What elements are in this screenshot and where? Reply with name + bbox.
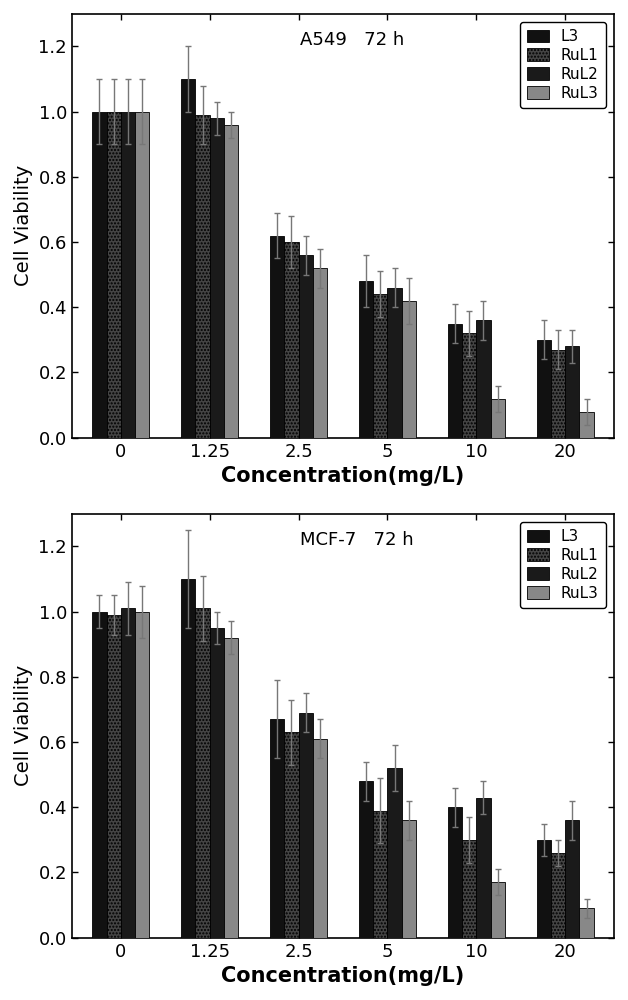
Bar	[224, 125, 238, 438]
Bar	[490, 882, 505, 938]
Bar	[181, 79, 195, 438]
Bar	[270, 719, 284, 938]
Bar	[313, 739, 327, 938]
Bar	[359, 781, 373, 938]
Bar	[551, 350, 565, 438]
Bar	[580, 412, 593, 438]
Bar	[210, 628, 224, 938]
Bar	[135, 112, 149, 438]
Bar	[477, 798, 490, 938]
Bar	[181, 579, 195, 938]
Bar	[580, 908, 593, 938]
Bar	[537, 840, 551, 938]
Bar	[195, 115, 210, 438]
Bar	[121, 112, 135, 438]
Bar	[387, 288, 402, 438]
Bar	[537, 340, 551, 438]
X-axis label: Concentration(mg/L): Concentration(mg/L)	[222, 466, 465, 486]
Bar	[284, 732, 298, 938]
Bar	[373, 811, 387, 938]
Bar	[490, 399, 505, 438]
Bar	[210, 118, 224, 438]
Bar	[107, 112, 121, 438]
Legend: L3, RuL1, RuL2, RuL3: L3, RuL1, RuL2, RuL3	[520, 22, 607, 108]
Bar	[313, 268, 327, 438]
Bar	[224, 638, 238, 938]
Bar	[462, 333, 477, 438]
Bar	[402, 820, 416, 938]
Bar	[284, 242, 298, 438]
Bar	[92, 112, 107, 438]
Bar	[298, 255, 313, 438]
Bar	[92, 612, 107, 938]
X-axis label: Concentration(mg/L): Concentration(mg/L)	[222, 966, 465, 986]
Bar	[565, 346, 580, 438]
Bar	[298, 713, 313, 938]
Bar	[448, 324, 462, 438]
Bar	[135, 612, 149, 938]
Text: MCF-7   72 h: MCF-7 72 h	[300, 531, 413, 549]
Y-axis label: Cell Viability: Cell Viability	[14, 165, 33, 286]
Bar	[359, 281, 373, 438]
Bar	[387, 768, 402, 938]
Bar	[270, 236, 284, 438]
Bar	[477, 320, 490, 438]
Bar	[565, 820, 580, 938]
Y-axis label: Cell Viability: Cell Viability	[14, 665, 33, 786]
Bar	[402, 301, 416, 438]
Bar	[551, 853, 565, 938]
Bar	[107, 615, 121, 938]
Text: A549   72 h: A549 72 h	[300, 31, 404, 49]
Bar	[462, 840, 477, 938]
Bar	[373, 294, 387, 438]
Bar	[195, 608, 210, 938]
Legend: L3, RuL1, RuL2, RuL3: L3, RuL1, RuL2, RuL3	[520, 522, 607, 608]
Bar	[448, 807, 462, 938]
Bar	[121, 608, 135, 938]
